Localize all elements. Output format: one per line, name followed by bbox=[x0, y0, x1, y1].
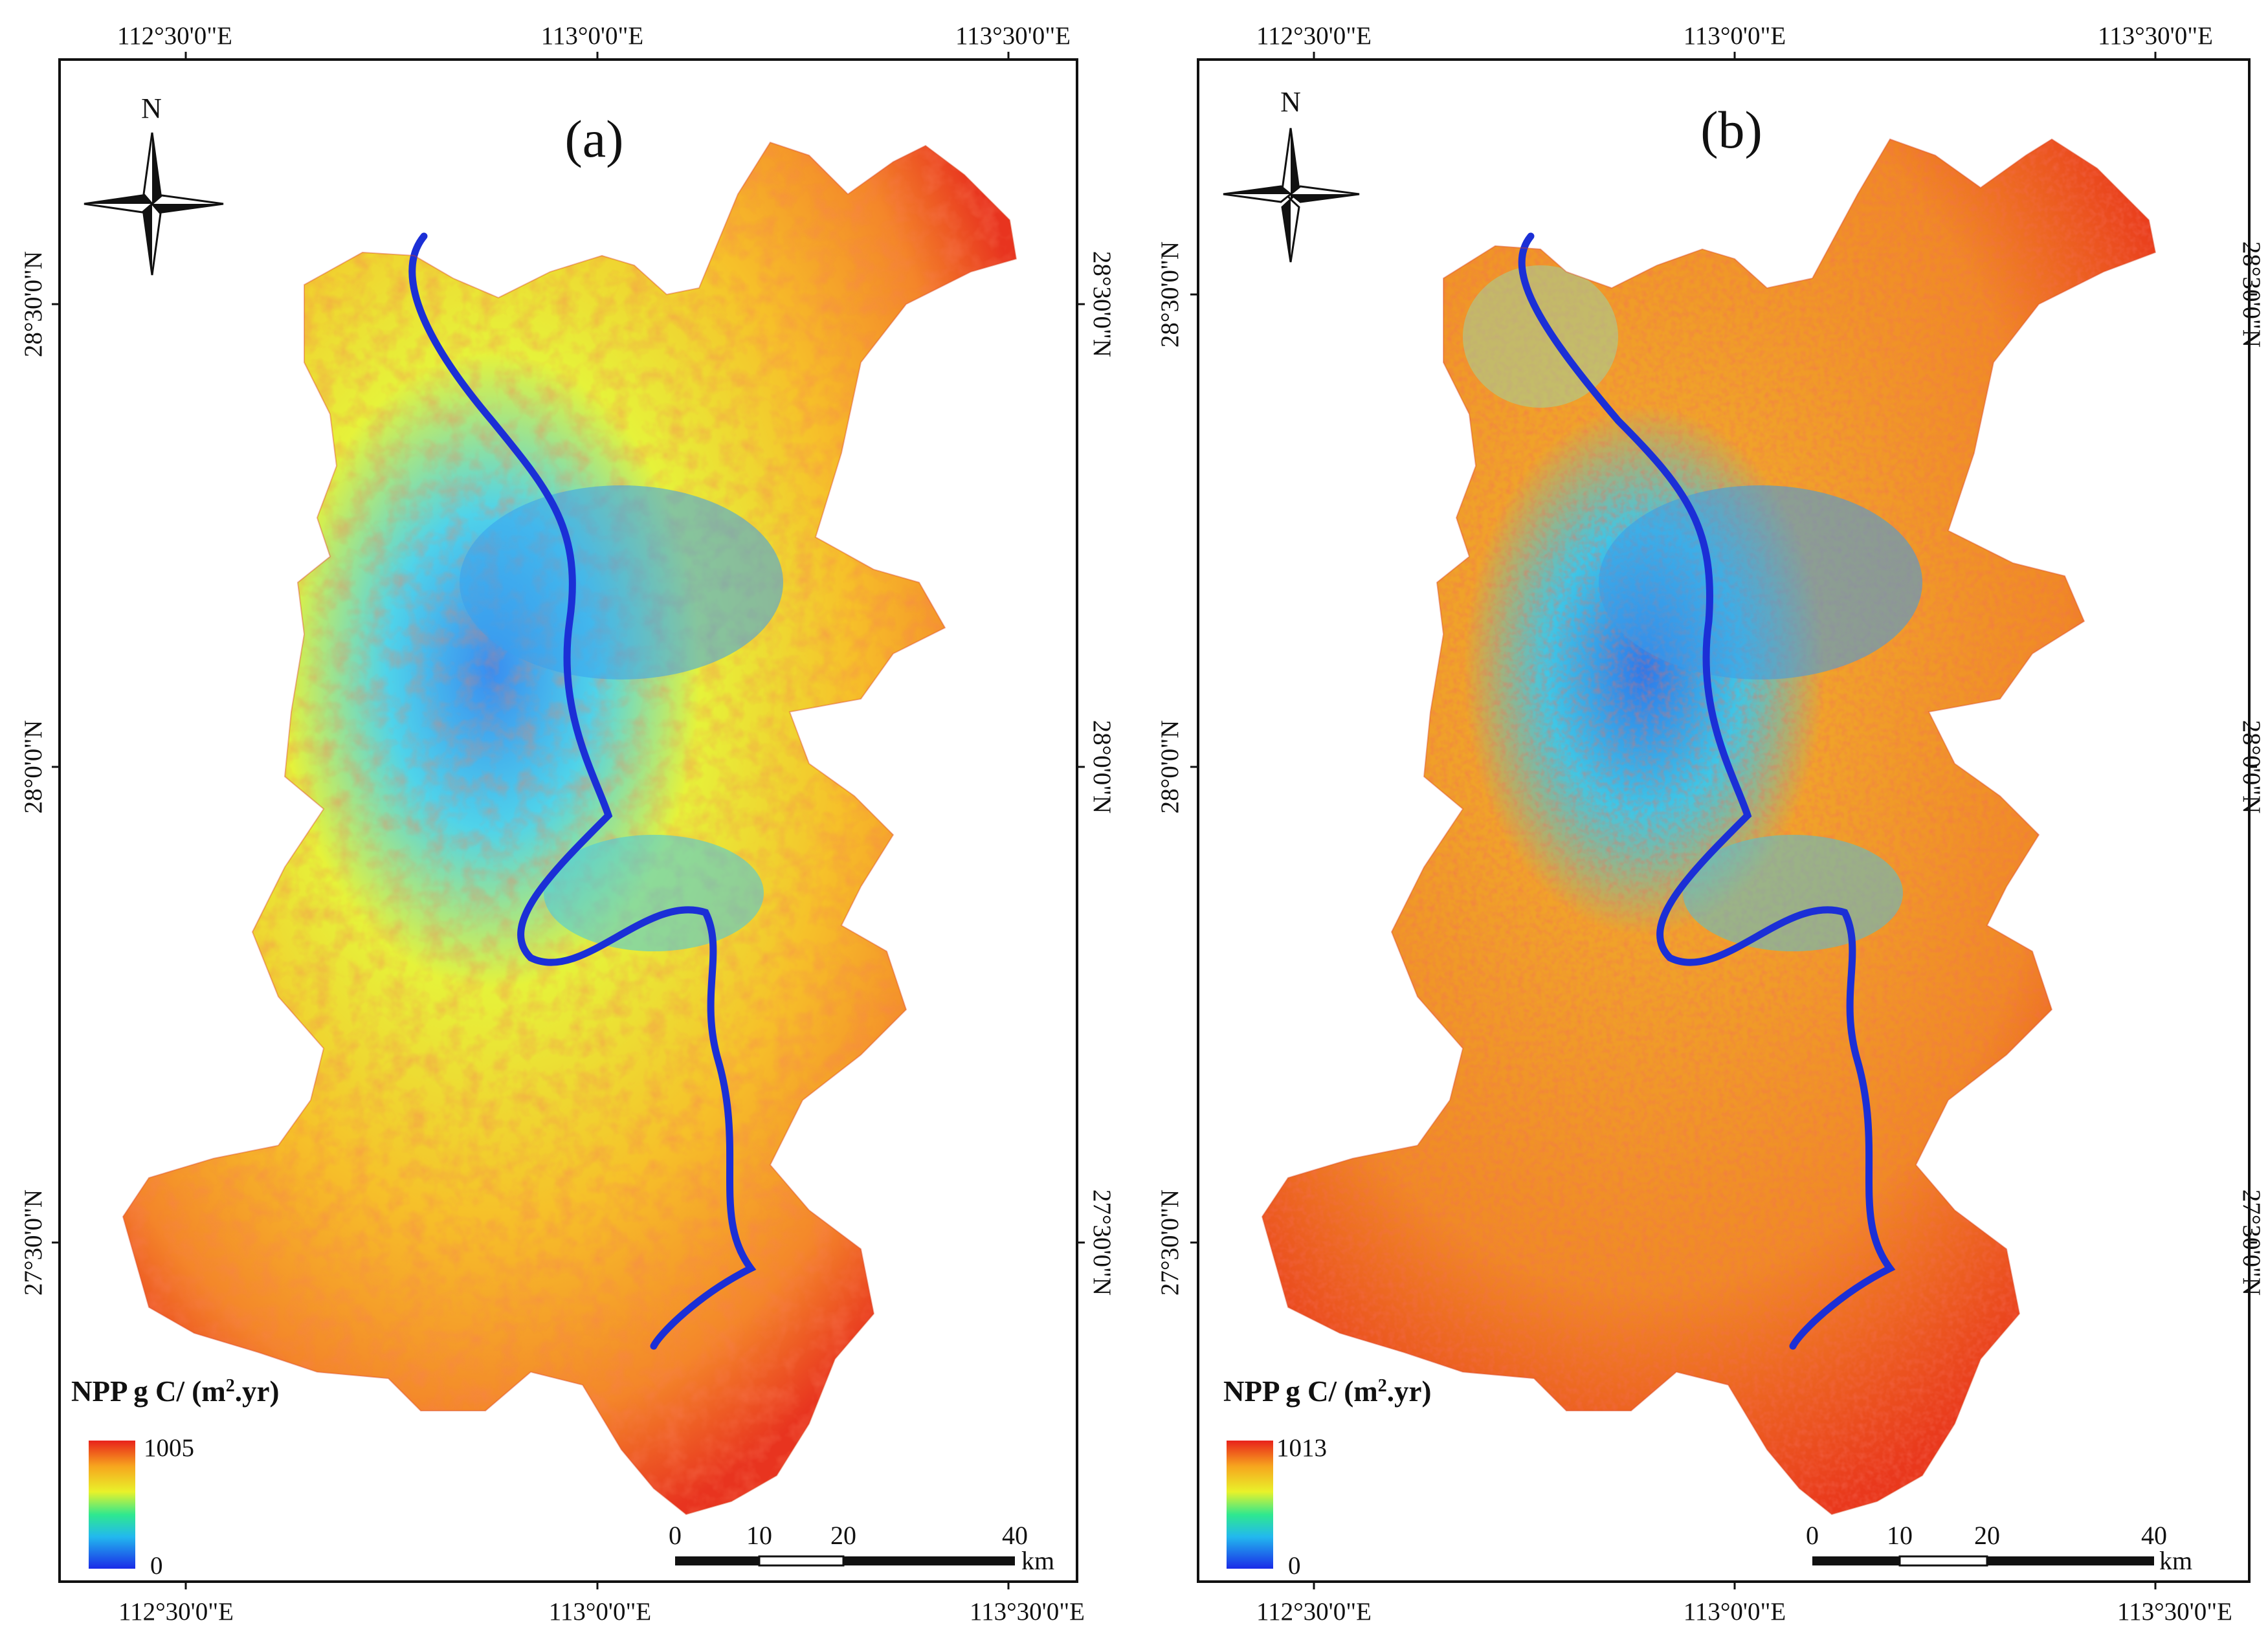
top-lon-label: 113°0'0"E bbox=[541, 22, 643, 50]
bottom-lon-label: 112°30'0"E bbox=[1256, 1598, 1372, 1626]
bottom-lon-label: 113°30'0"E bbox=[2117, 1598, 2232, 1626]
scale-tick: 0 bbox=[1806, 1521, 1819, 1550]
left-lat-label: 28°0'0"N bbox=[19, 720, 47, 814]
panel-b: 112°30'0"E 113°0'0"E 113°30'0"E 112°30'0… bbox=[1156, 22, 2265, 1626]
graticule-ticks bbox=[52, 52, 1085, 1589]
legend-min: 0 bbox=[1288, 1552, 1301, 1580]
left-lat-label: 28°30'0"N bbox=[19, 251, 47, 357]
top-lon-label: 113°0'0"E bbox=[1684, 22, 1786, 50]
scale-tick: 40 bbox=[1002, 1521, 1028, 1550]
npp-raster bbox=[123, 142, 1016, 1514]
scale-tick: 10 bbox=[746, 1521, 772, 1550]
left-lat-label: 28°30'0"N bbox=[1156, 241, 1184, 348]
left-lat-label: 28°0'0"N bbox=[1156, 720, 1184, 814]
bottom-lon-label: 113°0'0"E bbox=[1684, 1598, 1786, 1626]
scale-tick: 20 bbox=[830, 1521, 856, 1550]
graticule-ticks bbox=[1190, 52, 2257, 1589]
bottom-lon-label: 112°30'0"E bbox=[118, 1598, 234, 1626]
right-lat-label: 27°30'0"N bbox=[1088, 1189, 1116, 1296]
scale-unit: km bbox=[1021, 1546, 1054, 1575]
scale-unit: km bbox=[2159, 1546, 2192, 1575]
north-arrow-icon bbox=[83, 132, 224, 276]
legend-color-ramp bbox=[1227, 1441, 1273, 1569]
legend-min: 0 bbox=[150, 1552, 163, 1580]
scale-bar bbox=[675, 1555, 1015, 1567]
map-frame bbox=[1197, 58, 2251, 1583]
top-lon-label: 112°30'0"E bbox=[117, 22, 232, 50]
legend-max: 1005 bbox=[144, 1434, 194, 1462]
right-lat-label: 28°0'0"N bbox=[2238, 720, 2265, 814]
bottom-lon-label: 113°30'0"E bbox=[970, 1598, 1085, 1626]
right-lat-label: 28°30'0"N bbox=[1088, 251, 1116, 357]
panel-label: (a) bbox=[564, 109, 623, 168]
top-lon-label: 113°30'0"E bbox=[2098, 22, 2213, 50]
map-frame bbox=[58, 58, 1078, 1583]
panel-a: 112°30'0"E 113°0'0"E 113°30'0"E 112°30'0… bbox=[19, 22, 1116, 1626]
legend-title: NPP g C/ (m2.yr) bbox=[1223, 1375, 1431, 1408]
river bbox=[1518, 232, 1896, 1350]
left-lat-label: 27°30'0"N bbox=[1156, 1189, 1184, 1296]
legend-color-ramp bbox=[89, 1441, 135, 1569]
north-arrow-icon bbox=[1223, 127, 1360, 263]
bottom-lon-label: 113°0'0"E bbox=[549, 1598, 651, 1626]
right-lat-label: 28°0'0"N bbox=[1088, 720, 1116, 814]
river bbox=[408, 232, 757, 1350]
top-lon-label: 112°30'0"E bbox=[1256, 22, 1372, 50]
left-lat-label: 27°30'0"N bbox=[19, 1189, 47, 1296]
legend-title: NPP g C/ (m2.yr) bbox=[71, 1375, 279, 1408]
legend-max: 1013 bbox=[1276, 1434, 1327, 1462]
north-label: N bbox=[1280, 86, 1301, 118]
panel-label: (b) bbox=[1700, 100, 1762, 159]
scale-tick: 40 bbox=[2141, 1521, 2167, 1550]
right-lat-label: 27°30'0"N bbox=[2238, 1189, 2265, 1296]
top-lon-label: 113°30'0"E bbox=[955, 22, 1071, 50]
right-lat-label: 28°30'0"N bbox=[2238, 241, 2265, 348]
scale-tick: 10 bbox=[1887, 1521, 1913, 1550]
scale-tick: 20 bbox=[1974, 1521, 2000, 1550]
scale-bar bbox=[1812, 1555, 2154, 1567]
north-label: N bbox=[141, 93, 162, 124]
scale-tick: 0 bbox=[669, 1521, 682, 1550]
